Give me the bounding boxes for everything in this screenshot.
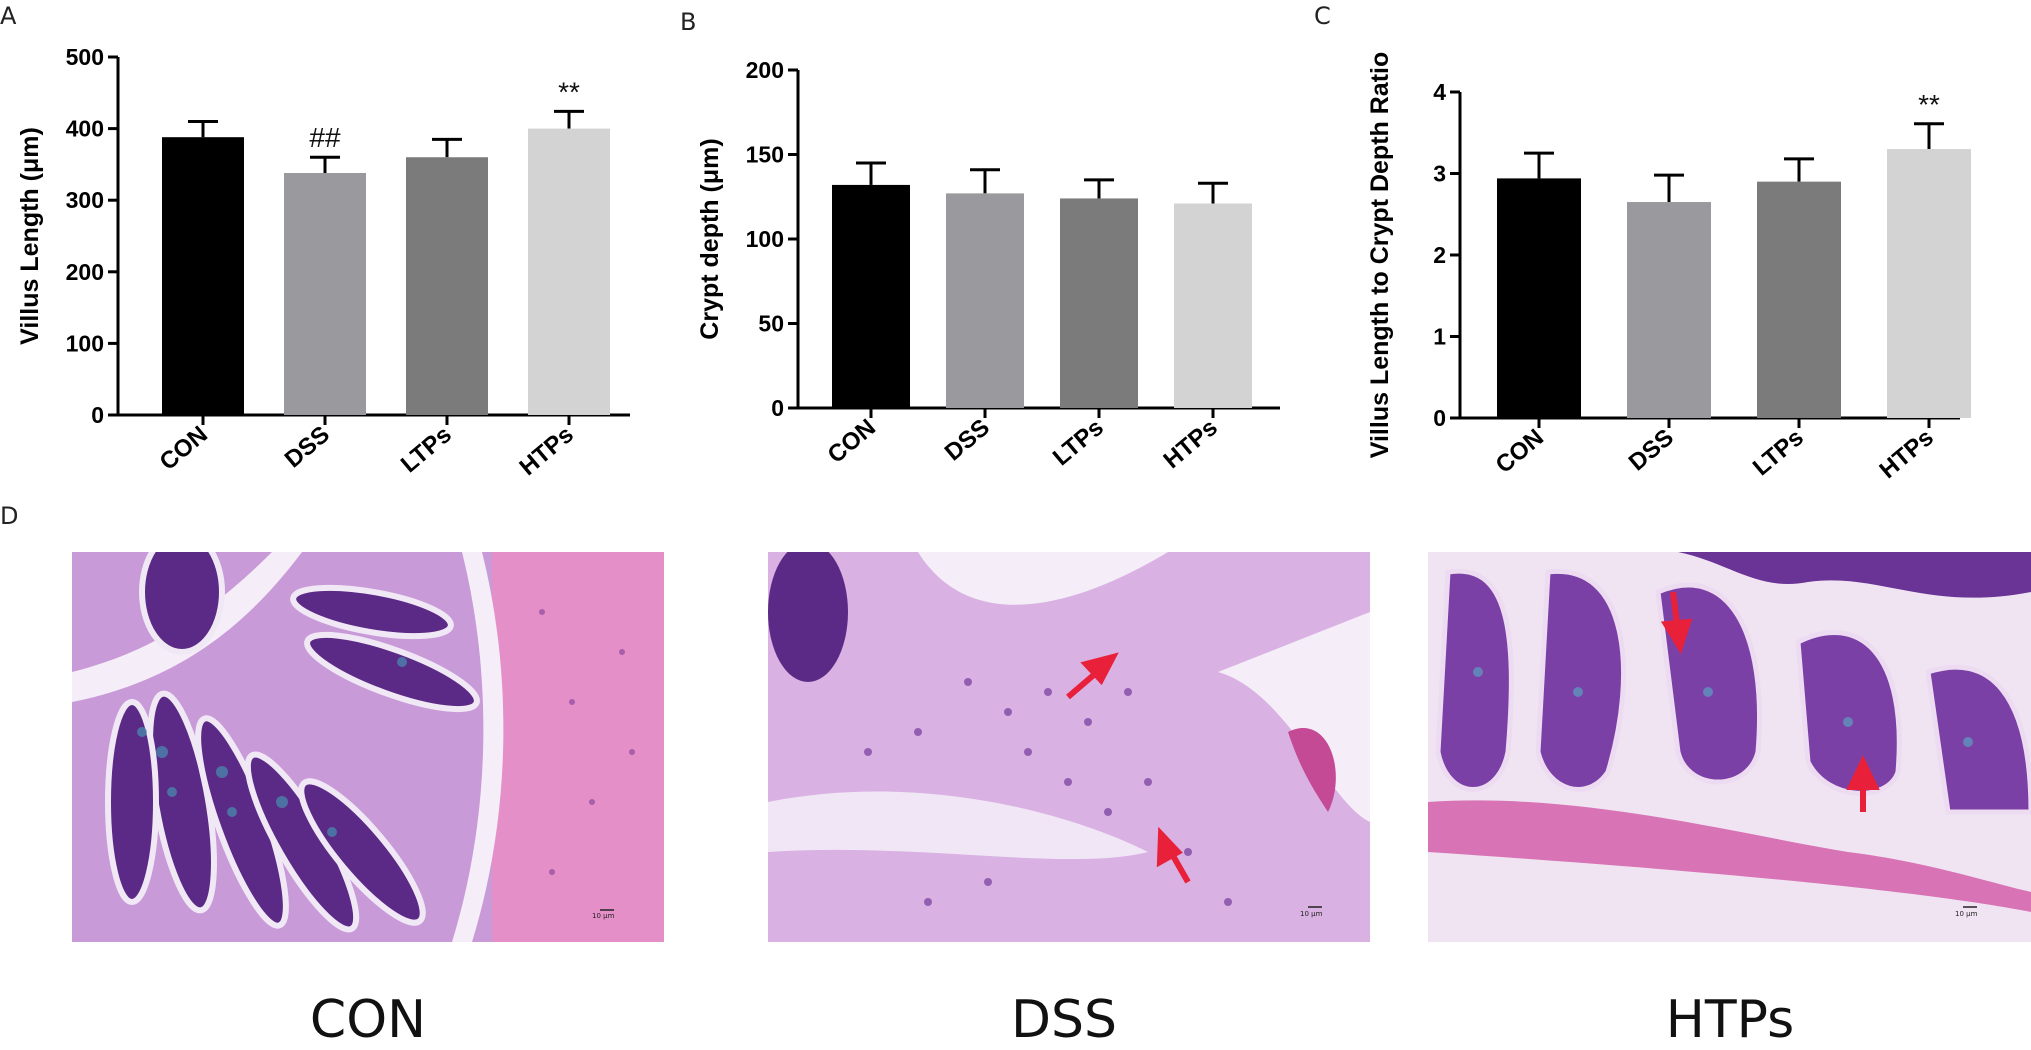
bar-ltps bbox=[406, 157, 488, 415]
y-tick-label: 4 bbox=[1433, 79, 1446, 105]
panel-letter-a: A bbox=[0, 2, 17, 30]
y-tick-label: 0 bbox=[1433, 405, 1446, 431]
panel-letter-d: D bbox=[0, 502, 19, 530]
bar-dss bbox=[284, 172, 366, 415]
panel-letter-b: B bbox=[680, 8, 697, 36]
bar-htps bbox=[1887, 149, 1971, 419]
micrograph-caption-htps: HTPs bbox=[1665, 990, 1795, 1050]
y-tick-label: 0 bbox=[771, 395, 784, 421]
y-tick-label: 150 bbox=[746, 142, 784, 168]
y-tick-label: 2 bbox=[1433, 242, 1446, 268]
x-tick-label: DSS bbox=[280, 421, 335, 473]
bar-con bbox=[832, 184, 910, 408]
x-tick-label: LTPs bbox=[396, 421, 457, 478]
y-tick-label: 1 bbox=[1433, 324, 1446, 350]
x-tick-label: LTPs bbox=[1748, 424, 1809, 481]
micrograph-con: 10 μm bbox=[72, 552, 664, 942]
bar-dss bbox=[1627, 202, 1711, 418]
y-axis-label: Crypt depth (μm) bbox=[696, 138, 724, 339]
y-tick-label: 300 bbox=[66, 187, 104, 213]
y-tick-label: 0 bbox=[91, 402, 104, 428]
bar-ltps bbox=[1757, 181, 1841, 418]
y-tick-label: 100 bbox=[746, 226, 784, 252]
significance-mark: ## bbox=[309, 122, 341, 153]
bar-dss bbox=[946, 193, 1024, 408]
y-tick-label: 400 bbox=[66, 116, 104, 142]
x-tick-label: HTPs bbox=[1874, 424, 1938, 484]
x-tick-label: CON bbox=[823, 414, 881, 469]
x-tick-label: DSS bbox=[940, 414, 995, 466]
y-tick-label: 3 bbox=[1433, 161, 1446, 187]
y-tick-label: 500 bbox=[66, 44, 104, 70]
y-tick-label: 100 bbox=[66, 330, 104, 356]
micrograph-htps: 10 μm bbox=[1428, 552, 2031, 942]
micrograph-dss: 10 μm bbox=[768, 552, 1370, 942]
y-axis-label: Villus Length (μm) bbox=[16, 127, 44, 345]
scale-bar-label: 10 μm bbox=[592, 912, 615, 920]
y-tick-label: 200 bbox=[66, 259, 104, 285]
micrograph-caption-dss: DSS bbox=[1010, 990, 1118, 1050]
y-axis-label: Villus Length to Crypt Depth Ratio bbox=[1366, 52, 1394, 458]
x-tick-label: HTPs bbox=[1158, 414, 1222, 474]
chart-villus-length: 0 100 200 300 400 500 Villus Length (μm) CON DSS… bbox=[16, 44, 630, 481]
chart-crypt-depth: 0 50 100 150 200 Crypt depth (μm) CON DSS LTPs HT… bbox=[696, 57, 1280, 474]
bar-con bbox=[162, 137, 244, 415]
bar-con bbox=[1497, 178, 1581, 418]
micrograph-caption-con: CON bbox=[309, 990, 427, 1050]
y-tick-label: 200 bbox=[746, 57, 784, 83]
bar-htps bbox=[528, 128, 610, 415]
bar-htps bbox=[1174, 203, 1252, 408]
significance-mark: ** bbox=[1918, 89, 1940, 120]
x-tick-label: CON bbox=[155, 421, 213, 476]
x-tick-label: LTPs bbox=[1048, 414, 1109, 471]
x-tick-label: HTPs bbox=[514, 421, 578, 481]
bar-ltps bbox=[1060, 198, 1138, 408]
chart-villus-crypt-ratio: 0 1 2 3 4 Villus Length to Crypt Depth Ratio C… bbox=[1366, 52, 1971, 484]
significance-mark: ** bbox=[558, 76, 580, 107]
x-tick-label: DSS bbox=[1624, 424, 1679, 476]
y-tick-label: 50 bbox=[758, 311, 784, 337]
x-tick-label: CON bbox=[1491, 424, 1549, 479]
scale-bar-label: 10 μm bbox=[1955, 910, 1978, 918]
scale-bar-label: 10 μm bbox=[1300, 910, 1323, 918]
panel-letter-c: C bbox=[1314, 2, 1331, 30]
